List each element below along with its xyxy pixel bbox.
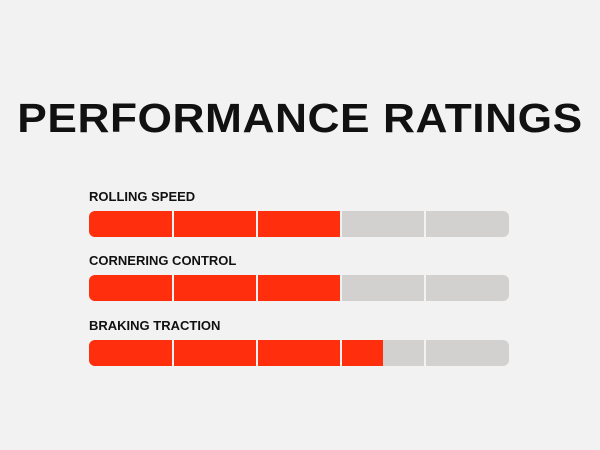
rating-bar-fill [89, 340, 383, 366]
rating-bar [89, 275, 509, 301]
rating-bar-divider [340, 340, 342, 366]
rating-bar-divider [256, 340, 258, 366]
rating-bar-divider [424, 340, 426, 366]
rating-bar-divider [172, 211, 174, 237]
rating-cornering-control: CORNERING CONTROL [89, 253, 509, 301]
rating-bar [89, 211, 509, 237]
rating-bar-divider [340, 211, 342, 237]
rating-bar-divider [424, 211, 426, 237]
page-title: PERFORMANCE RATINGS [17, 95, 583, 141]
rating-bar-divider [172, 340, 174, 366]
rating-bar-fill [89, 211, 341, 237]
rating-bar-divider [340, 275, 342, 301]
rating-label: CORNERING CONTROL [89, 253, 237, 268]
rating-bar-divider [256, 275, 258, 301]
rating-bar-divider [172, 275, 174, 301]
rating-label: BRAKING TRACTION [89, 318, 221, 333]
rating-bar-divider [424, 275, 426, 301]
rating-rolling-speed: ROLLING SPEED [89, 189, 509, 237]
rating-bar-fill [89, 275, 341, 301]
rating-bar-divider [256, 211, 258, 237]
rating-bar [89, 340, 509, 366]
rating-braking-traction: BRAKING TRACTION [89, 318, 509, 366]
rating-label: ROLLING SPEED [89, 189, 196, 204]
